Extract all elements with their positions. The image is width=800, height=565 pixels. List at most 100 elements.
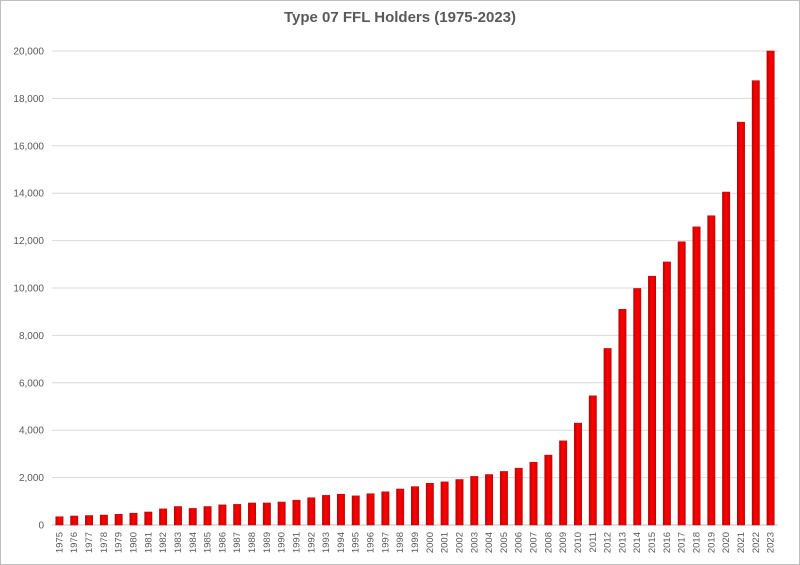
- x-tick-label: 1988: [247, 532, 258, 553]
- bar-1981: [144, 511, 153, 526]
- bar-1992: [307, 497, 316, 526]
- x-tick-label: 1984: [188, 532, 199, 553]
- bar-2009: [559, 440, 568, 526]
- x-tick-label: 2009: [558, 532, 569, 553]
- x-tick-label: 2006: [514, 532, 525, 553]
- x-tick-label: 1980: [128, 532, 139, 553]
- x-tick-label: 2007: [529, 532, 540, 553]
- bar-2004: [485, 474, 494, 526]
- y-tick-label: 10,000: [13, 284, 44, 295]
- x-tick-label: 1989: [262, 532, 273, 553]
- bar-1984: [188, 508, 197, 526]
- bar-2017: [677, 241, 686, 526]
- bar-2006: [514, 467, 523, 526]
- x-tick-label: 1996: [366, 532, 377, 553]
- x-tick-label: 1997: [380, 532, 391, 553]
- bar-1993: [322, 495, 331, 526]
- bar-1982: [159, 508, 168, 526]
- bar-2003: [470, 476, 479, 526]
- x-tick-label: 2018: [692, 532, 703, 553]
- y-tick-label: 12,000: [13, 236, 44, 247]
- x-tick-label: 1998: [395, 532, 406, 553]
- x-tick-label: 2023: [766, 532, 777, 553]
- bar-1978: [99, 514, 108, 526]
- bar-1987: [233, 504, 242, 526]
- x-tick-label: 1995: [351, 532, 362, 553]
- bar-2020: [722, 191, 731, 526]
- x-tick-label: 2008: [543, 532, 554, 553]
- y-tick-label: 20,000: [13, 47, 44, 58]
- y-tick-label: 0: [38, 521, 44, 532]
- bar-2001: [440, 481, 449, 526]
- bar-1988: [248, 502, 256, 526]
- x-tick-label: 1983: [173, 532, 184, 553]
- bar-2012: [603, 348, 612, 526]
- bar-2010: [574, 422, 582, 526]
- x-tick-label: 2005: [499, 532, 510, 553]
- x-tick-label: 2019: [706, 532, 717, 553]
- x-tick-label: 2012: [603, 532, 614, 553]
- bar-2021: [737, 121, 745, 526]
- x-tick-label: 1994: [336, 532, 347, 553]
- x-tick-label: 1975: [54, 532, 65, 553]
- bar-2023: [766, 50, 775, 526]
- bar-1989: [262, 502, 271, 526]
- x-tick-label: 2003: [469, 532, 480, 553]
- bar-2016: [662, 261, 671, 526]
- bar-1975: [55, 516, 64, 526]
- x-tick-label: 1990: [277, 532, 288, 553]
- x-tick-label: 2017: [677, 532, 688, 553]
- bar-2022: [751, 80, 760, 526]
- y-tick-label: 16,000: [13, 141, 44, 152]
- bar-2002: [455, 479, 464, 526]
- bar-1995: [351, 495, 360, 526]
- bar-1999: [411, 486, 419, 526]
- bar-2008: [544, 454, 553, 526]
- bar-1994: [336, 493, 345, 526]
- bar-1986: [218, 504, 227, 526]
- x-tick-label: 2004: [484, 532, 495, 553]
- x-tick-label: 1979: [114, 532, 125, 553]
- x-tick-label: 2021: [736, 532, 747, 553]
- x-tick-label: 1999: [410, 532, 421, 553]
- x-tick-label: 1993: [321, 532, 332, 553]
- bar-1976: [70, 515, 79, 526]
- x-tick-label: 1982: [158, 532, 169, 553]
- x-tick-label: 1976: [69, 532, 80, 553]
- bar-1979: [114, 514, 123, 526]
- x-tick-label: 1981: [143, 532, 154, 553]
- bar-2013: [618, 309, 627, 526]
- bar-1990: [277, 501, 286, 526]
- bar-2014: [633, 288, 642, 526]
- x-tick-label: 1978: [99, 532, 110, 553]
- bar-2015: [648, 275, 657, 526]
- bar-2007: [529, 461, 538, 526]
- bar-2011: [588, 395, 597, 526]
- x-tick-label: 1992: [306, 532, 317, 553]
- y-tick-label: 6,000: [19, 378, 44, 389]
- x-tick-label: 2020: [721, 532, 732, 553]
- bar-1991: [292, 499, 301, 526]
- x-tick-label: 1977: [84, 532, 95, 553]
- x-tick-label: 2022: [751, 532, 762, 553]
- x-tick-label: 2000: [425, 532, 436, 553]
- y-tick-label: 18,000: [13, 94, 44, 105]
- x-tick-label: 2010: [573, 532, 584, 553]
- y-tick-label: 8,000: [19, 331, 44, 342]
- x-tick-label: 2013: [617, 532, 628, 553]
- x-tick-label: 1987: [232, 532, 243, 553]
- chart-title: Type 07 FFL Holders (1975-2023): [283, 9, 517, 26]
- bar-1985: [203, 506, 212, 526]
- bar-1980: [129, 512, 138, 526]
- y-tick-label: 14,000: [13, 189, 44, 200]
- x-tick-label: 2016: [662, 532, 673, 553]
- bar-2005: [499, 471, 508, 526]
- bar-1977: [85, 515, 93, 526]
- bar-1983: [173, 506, 182, 526]
- bar-2000: [425, 483, 434, 526]
- x-tick-label: 1991: [291, 532, 302, 553]
- x-tick-label: 1986: [217, 532, 228, 553]
- bar-2018: [692, 226, 701, 526]
- x-tick-label: 2002: [454, 532, 465, 553]
